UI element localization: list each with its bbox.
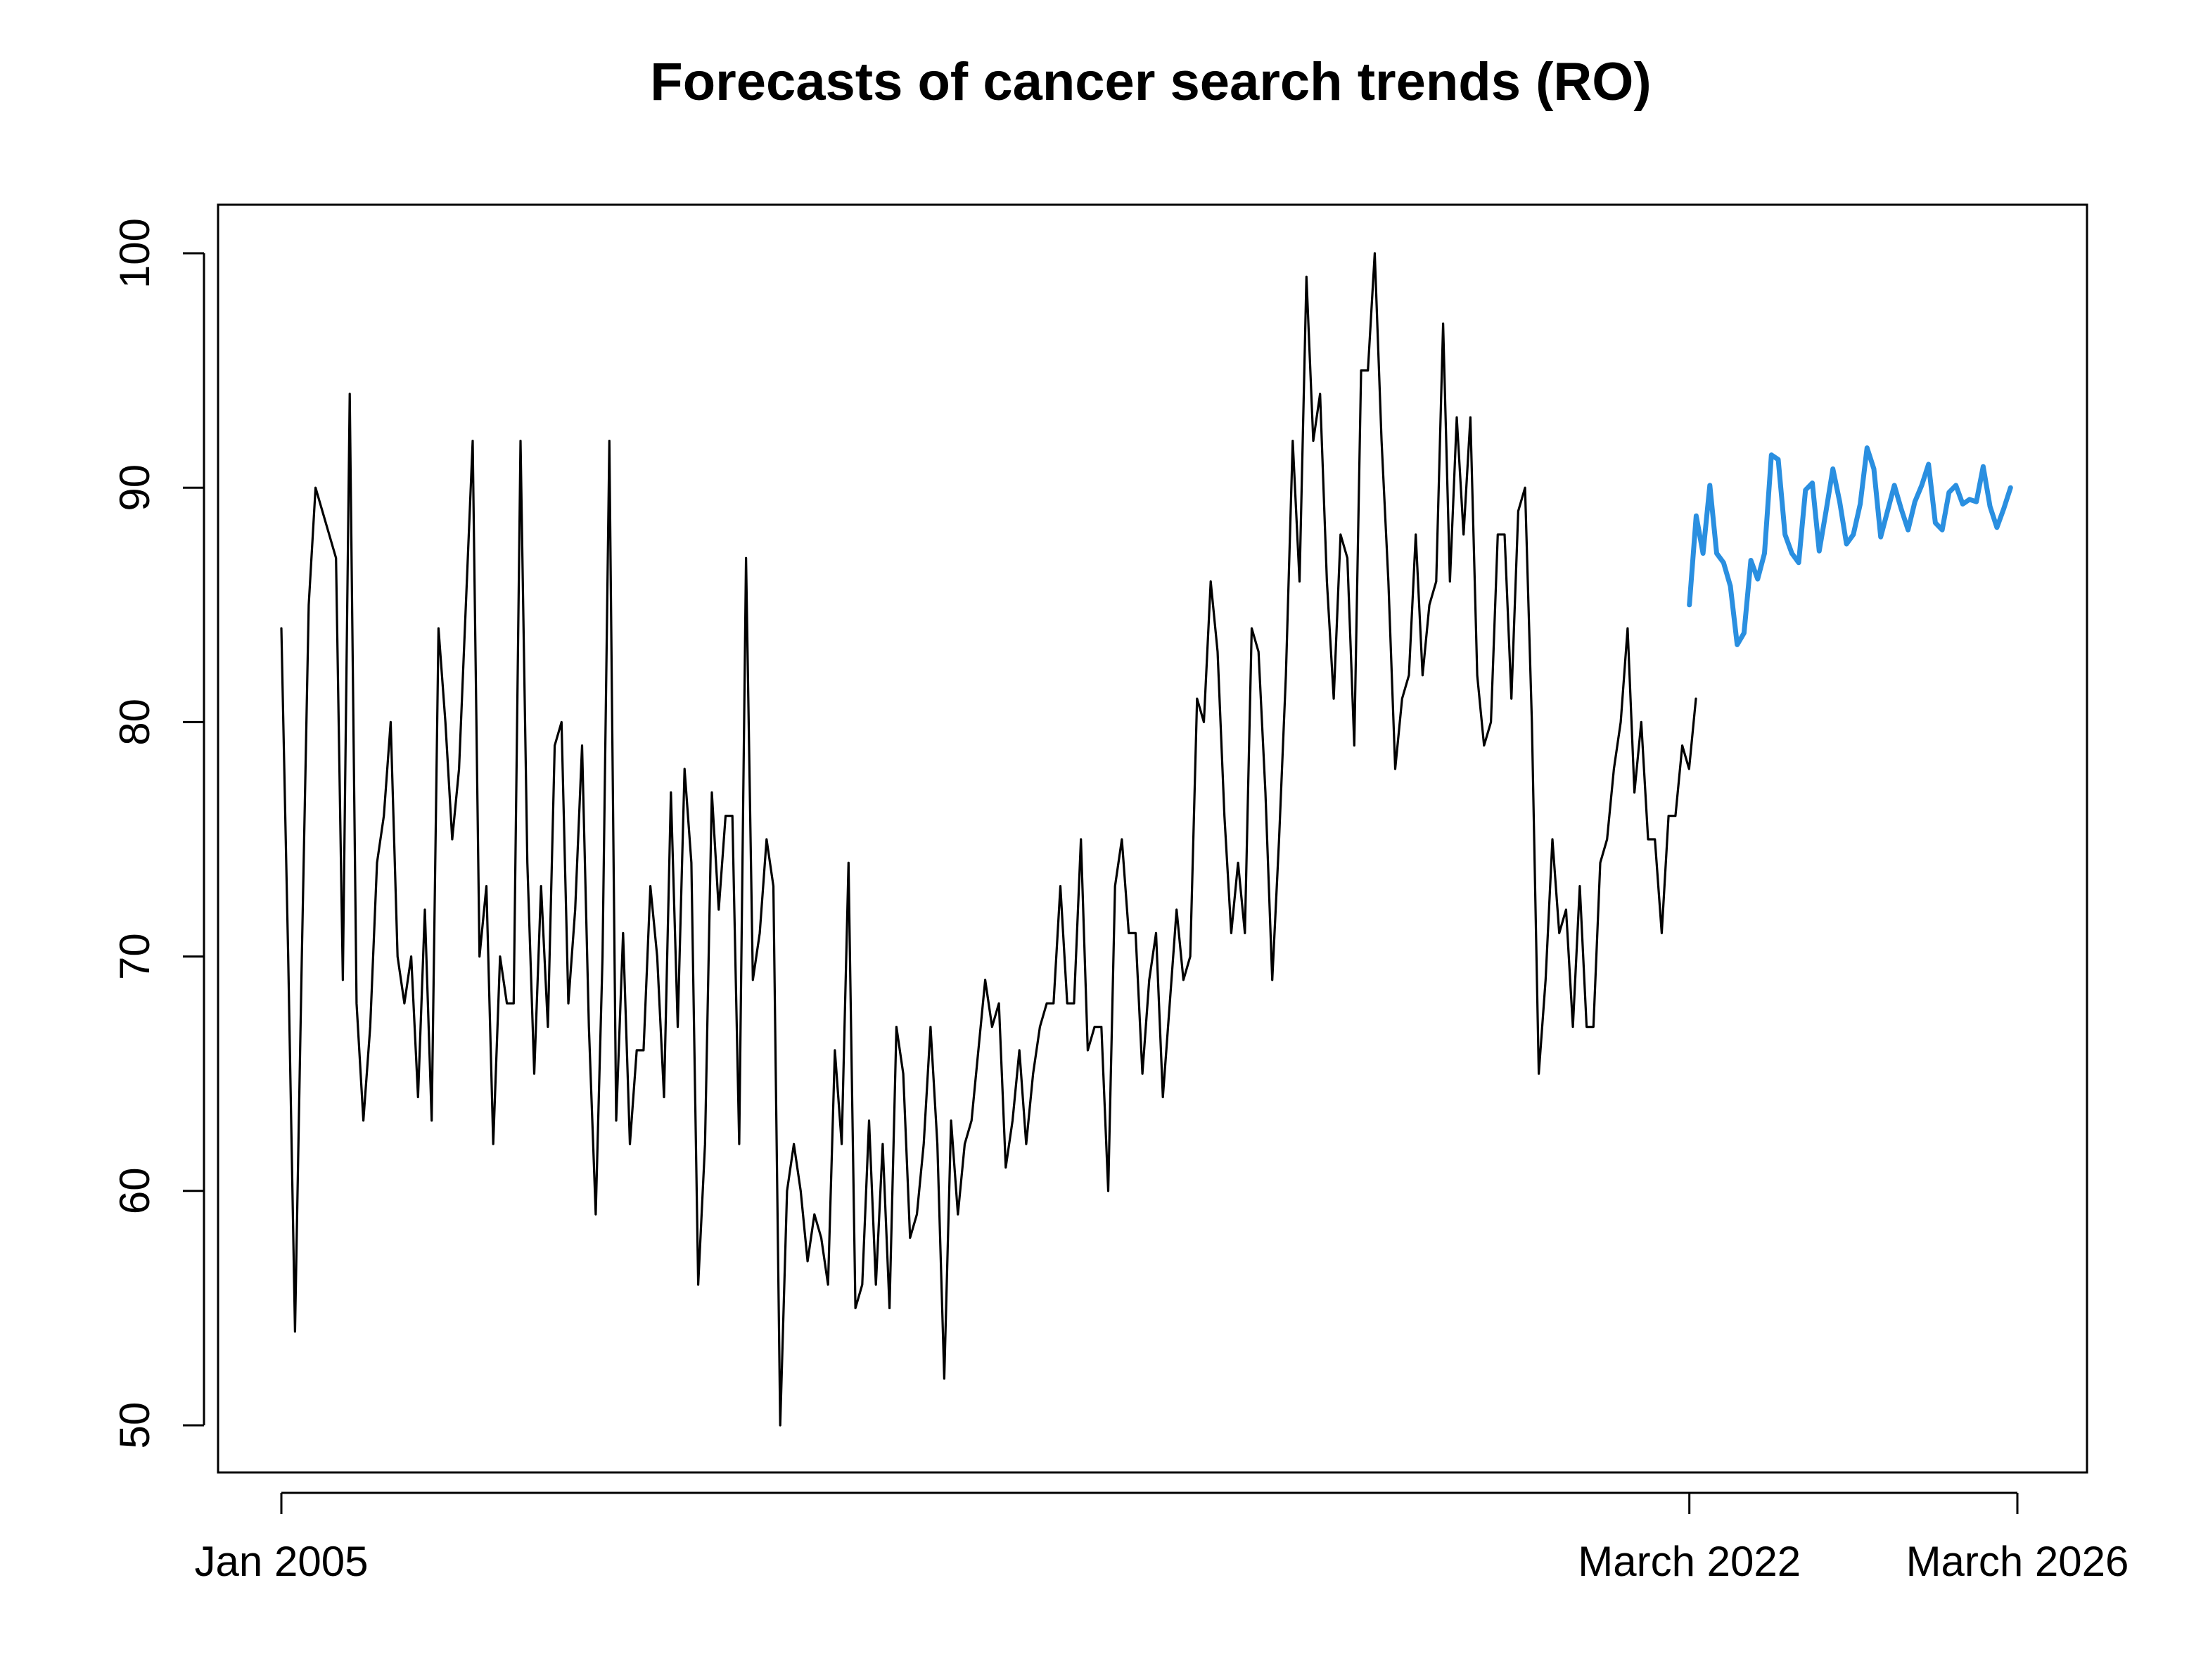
series-layer [280, 252, 2013, 1427]
plot-frame [217, 203, 2088, 1474]
chart-title: Forecasts of cancer search trends (RO) [650, 52, 1651, 112]
y-tick-label: 70 [111, 933, 158, 980]
x-axis: Jan 2005 March 2022 March 2026 [195, 1491, 2129, 1585]
y-tick-label: 50 [111, 1402, 158, 1449]
x-tick-label: Jan 2005 [195, 1538, 369, 1585]
y-axis: 50 60 70 80 90 100 [111, 218, 205, 1449]
series-line-forecast [1687, 445, 2013, 647]
y-tick-label: 80 [111, 699, 158, 746]
x-tick-label: March 2022 [1578, 1538, 1801, 1585]
y-tick-label: 60 [111, 1167, 158, 1214]
series-line-observed [280, 252, 1697, 1427]
x-tick-label: March 2026 [1906, 1538, 2129, 1585]
y-tick-label: 100 [111, 218, 158, 288]
y-tick-label: 90 [111, 464, 158, 511]
